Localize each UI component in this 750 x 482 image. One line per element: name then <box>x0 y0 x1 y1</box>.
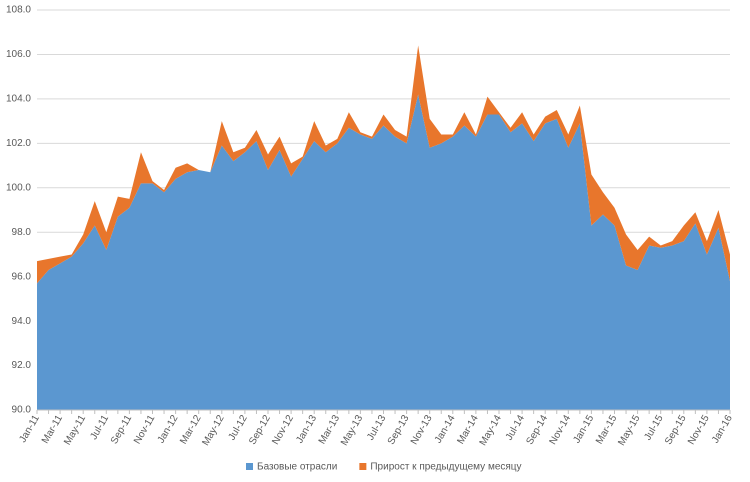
x-tick-label: Jan-16 <box>710 413 735 445</box>
x-tick-label: Nov-13 <box>409 413 435 447</box>
x-tick-label: Jan-11 <box>17 413 42 445</box>
x-tick-label: Jul-13 <box>365 413 388 442</box>
y-tick-label: 96.0 <box>12 271 32 282</box>
x-tick-label: Sep-11 <box>109 413 134 446</box>
y-tick-label: 100.0 <box>6 182 31 193</box>
y-tick-label: 108.0 <box>6 5 31 16</box>
y-tick-label: 94.0 <box>12 316 32 327</box>
y-tick-label: 102.0 <box>6 138 31 149</box>
x-tick-label: Jan-14 <box>433 413 458 445</box>
area <box>37 94 730 410</box>
x-tick-label: Jan-12 <box>156 413 181 445</box>
x-tick-label: Jul-12 <box>227 413 250 442</box>
x-tick-label: Nov-12 <box>270 413 296 447</box>
legend-text: Прирост к предыдущему месяцу <box>370 462 521 473</box>
legend-text: Базовые отрасли <box>257 462 337 473</box>
y-tick-label: 90.0 <box>12 405 32 416</box>
x-tick-label: May-12 <box>200 413 226 448</box>
legend-swatch <box>359 463 367 470</box>
x-tick-label: Jul-14 <box>504 413 527 442</box>
legend-swatch <box>246 463 253 470</box>
y-tick-label: 92.0 <box>12 360 32 371</box>
x-tick-label: May-14 <box>478 413 504 448</box>
x-tick-label: Mar-11 <box>40 413 65 446</box>
x-tick-label: Nov-14 <box>548 413 574 447</box>
x-tick-label: Jan-15 <box>571 413 596 445</box>
x-tick-label: Jul-15 <box>642 413 665 442</box>
x-tick-label: Nov-11 <box>132 413 157 446</box>
x-tick-label: Jan-13 <box>294 413 319 445</box>
x-tick-label: May-11 <box>62 413 88 447</box>
x-tick-label: Jul-11 <box>88 413 111 442</box>
x-tick-label: May-13 <box>339 413 365 448</box>
y-tick-label: 104.0 <box>6 94 31 105</box>
y-tick-label: 106.0 <box>6 49 31 60</box>
y-tick-label: 98.0 <box>12 227 32 238</box>
x-tick-label: May-15 <box>616 413 642 448</box>
x-tick-label: Nov-15 <box>686 413 712 447</box>
